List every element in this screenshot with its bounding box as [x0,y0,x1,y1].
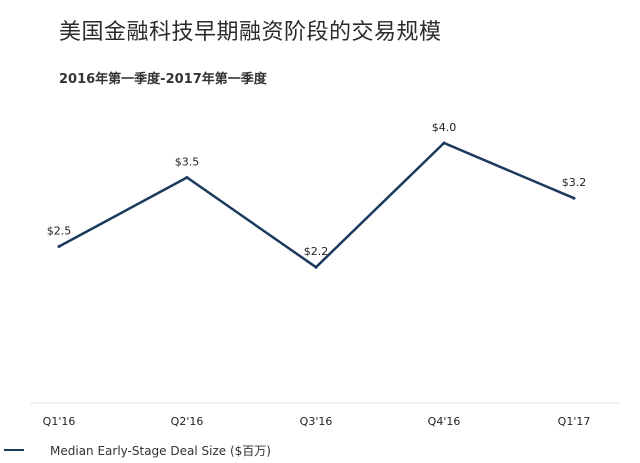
data-point [572,196,576,200]
legend-swatch [4,449,24,451]
legend: Median Early-Stage Deal Size ($百万) [0,440,271,460]
data-label: $3.5 [175,156,200,169]
data-label: $2.2 [304,245,329,258]
data-point [314,265,318,269]
data-point [442,141,446,145]
data-label: $4.0 [432,121,457,134]
x-tick-label: Q3'16 [300,415,333,428]
x-tick-label: Q2'16 [171,415,204,428]
data-point [185,176,189,179]
x-tick-label: Q1'16 [43,415,76,428]
data-label: $3.2 [562,176,587,189]
x-tick-label: Q4'16 [428,415,461,428]
data-point [57,245,61,248]
chart-subtitle: 2016年第一季度-2017年第一季度 [59,72,267,87]
chart-title: 美国金融科技早期融资阶段的交易规模 [59,20,442,45]
x-tick-label: Q1'17 [558,415,591,428]
data-label: $2.5 [47,225,72,238]
legend-label: Median Early-Stage Deal Size ($百万) [50,443,271,458]
